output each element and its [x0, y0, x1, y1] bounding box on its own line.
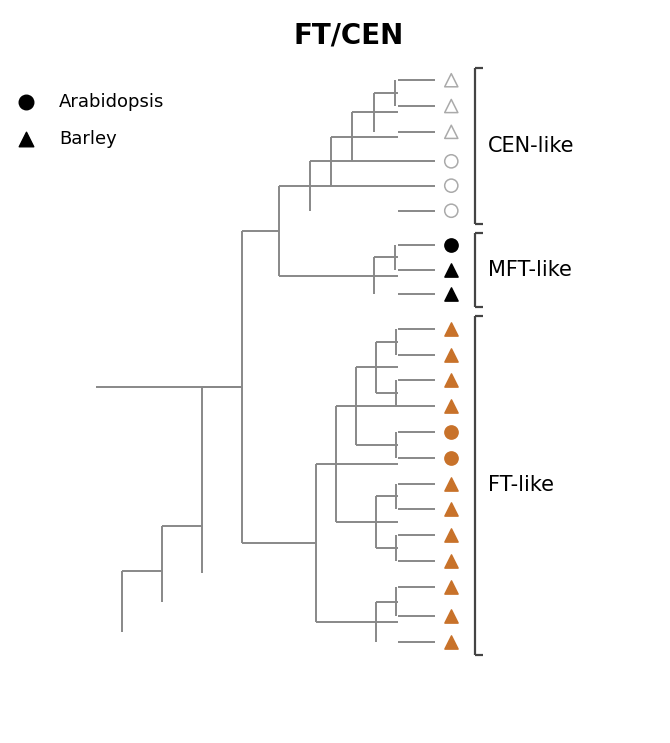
Point — [446, 239, 457, 250]
Point — [446, 180, 457, 192]
Point — [446, 100, 457, 112]
Point — [446, 374, 457, 386]
Text: CEN-like: CEN-like — [488, 136, 574, 156]
Point — [446, 205, 457, 217]
Point — [446, 426, 457, 438]
Point — [446, 581, 457, 593]
Point — [446, 288, 457, 300]
Text: Arabidopsis: Arabidopsis — [59, 94, 165, 111]
Point — [446, 478, 457, 490]
Point — [446, 452, 457, 464]
Point — [446, 348, 457, 360]
Text: FT-like: FT-like — [488, 475, 554, 495]
Point — [446, 636, 457, 648]
Text: MFT-like: MFT-like — [488, 260, 572, 279]
Point — [446, 264, 457, 276]
Point — [21, 133, 31, 145]
Point — [446, 555, 457, 567]
Point — [446, 322, 457, 334]
Text: Barley: Barley — [59, 130, 117, 148]
Point — [446, 400, 457, 412]
Point — [446, 529, 457, 541]
Point — [446, 126, 457, 137]
Point — [446, 74, 457, 86]
Point — [21, 97, 31, 108]
Point — [446, 611, 457, 623]
Text: FT/CEN: FT/CEN — [293, 22, 403, 49]
Point — [446, 504, 457, 516]
Point — [446, 155, 457, 167]
